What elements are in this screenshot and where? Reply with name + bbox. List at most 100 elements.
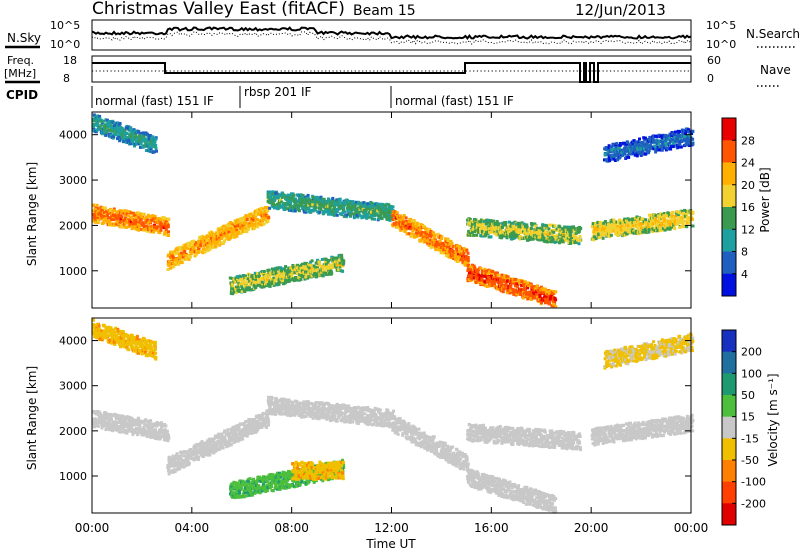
power-point-975: [273, 198, 277, 202]
power-point-3068: [554, 290, 558, 294]
power-point-1793: [263, 275, 267, 279]
power-point-2944: [529, 294, 533, 297]
power-point-39: [98, 216, 102, 220]
power-point-4700: [632, 139, 636, 143]
power-point-3742: [603, 220, 607, 223]
power-point-910: [261, 207, 265, 211]
power-point-2231: [395, 211, 399, 215]
power-point-4714: [635, 152, 639, 156]
power-point-2541: [454, 250, 458, 254]
power-point-2314: [412, 232, 415, 236]
power-point-4310: [110, 125, 114, 129]
power-point-4426: [132, 135, 136, 139]
power-point-208: [130, 224, 134, 228]
power-point-809: [242, 216, 246, 219]
power-point-3385: [525, 225, 529, 229]
power-point-983: [274, 191, 278, 195]
power-point-860: [252, 226, 256, 230]
power-point-3955: [644, 221, 648, 225]
power-point-3661: [577, 242, 581, 246]
power-point-3342: [516, 221, 520, 225]
power-point-4023: [657, 220, 661, 224]
power-point-3103: [472, 233, 476, 237]
power-point-1862: [277, 266, 281, 270]
power-point-1057: [289, 201, 293, 205]
power-point-3878: [629, 224, 633, 228]
power-point-1192: [314, 206, 318, 210]
power-point-3618: [570, 238, 573, 242]
power-point-1329: [340, 213, 344, 216]
power-point-3104: [472, 225, 476, 229]
power-point-3799: [614, 225, 618, 229]
power-point-3694: [594, 237, 598, 241]
power-point-114: [113, 209, 116, 213]
power-point-4150: [680, 209, 684, 213]
power-point-76: [105, 220, 109, 224]
power-point-1174: [311, 203, 315, 207]
power-point-646: [212, 245, 216, 249]
power-point-359: [159, 221, 163, 225]
power-point-2651: [474, 268, 478, 272]
nave-tick-bottom: 0: [707, 72, 714, 85]
power-point-4445: [136, 137, 140, 140]
power-point-288: [146, 229, 149, 233]
power-point-4629: [619, 142, 622, 145]
power-point-243: [137, 228, 141, 232]
power-point-2404: [428, 238, 432, 242]
power-point-2212: [392, 222, 396, 226]
power-point-4866: [664, 148, 668, 152]
power-point-1584: [389, 211, 393, 215]
power-point-124: [115, 222, 119, 226]
power-point-3666: [578, 239, 582, 242]
power-point-4601: [614, 146, 618, 150]
power-point-1234: [322, 211, 326, 215]
power-point-2860: [514, 288, 518, 292]
power-point-3159: [482, 219, 486, 223]
power-point-2268: [404, 216, 408, 220]
power-point-486: [182, 243, 186, 247]
power-point-4: [92, 203, 96, 207]
power-point-478: [180, 260, 183, 264]
nsky-tick-bottom: 10^0: [50, 38, 80, 51]
power-point-4168: [683, 214, 687, 218]
power-point-1266: [328, 209, 332, 213]
power-point-4856: [662, 143, 665, 147]
power-point-4214: [93, 118, 97, 122]
power-point-2504: [447, 255, 451, 259]
power-point-4773: [647, 151, 650, 155]
power-point-2559: [457, 250, 461, 254]
power-point-152: [119, 217, 123, 221]
power-point-3631: [572, 225, 576, 229]
power-point-1895: [284, 265, 288, 268]
power-point-623: [207, 238, 211, 242]
power-point-1418: [357, 211, 361, 215]
power-point-1670: [241, 287, 245, 291]
power-point-431: [171, 254, 174, 258]
power-point-33: [97, 209, 101, 213]
power-point-2974: [535, 290, 539, 293]
power-point-3285: [505, 236, 509, 240]
power-point-3127: [476, 222, 479, 226]
power-point-400: [166, 223, 170, 227]
power-point-1215: [318, 206, 322, 210]
power-point-4363: [121, 138, 125, 141]
power-point-3831: [620, 228, 624, 231]
power-point-1354: [344, 215, 348, 219]
power-scatter: [91, 113, 695, 309]
power-point-1035: [284, 203, 288, 207]
power-point-4723: [637, 141, 641, 145]
power-point-485: [181, 255, 185, 259]
power-point-1810: [267, 268, 271, 272]
power-point-4648: [622, 152, 626, 156]
power-point-2347: [418, 223, 422, 226]
power-point-2975: [535, 284, 539, 288]
power-point-1539: [379, 212, 383, 216]
power-point-2368: [422, 235, 426, 239]
power-point-1656: [239, 275, 243, 279]
power-point-2511: [449, 239, 453, 243]
power-point-2254: [401, 216, 405, 220]
power-point-2454: [438, 239, 442, 243]
power-point-2494: [446, 245, 449, 249]
power-point-4236: [98, 114, 102, 118]
power-point-436: [172, 265, 176, 269]
